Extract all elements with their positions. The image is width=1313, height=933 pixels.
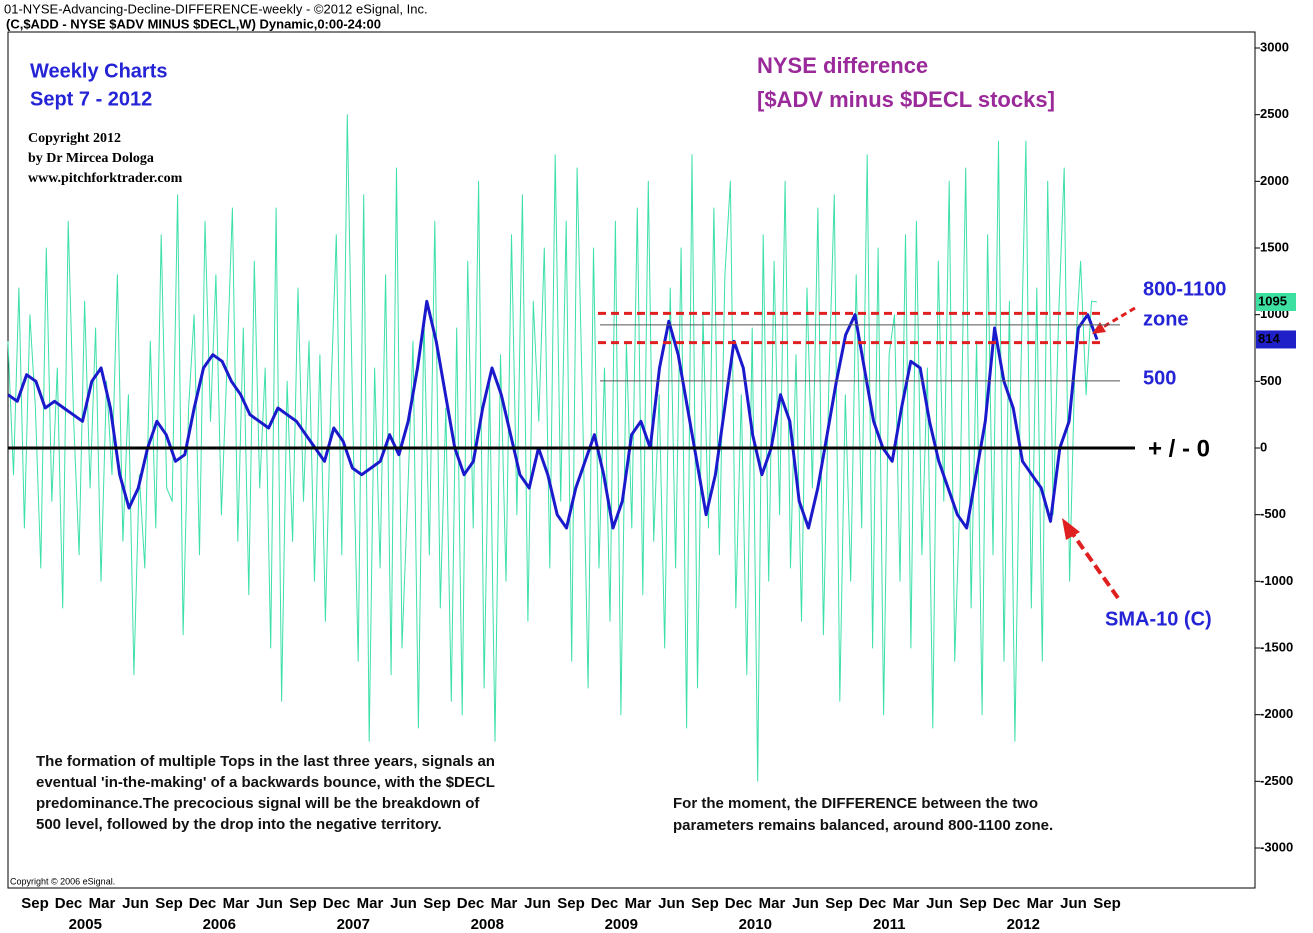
x-tick-label: Mar [893, 895, 920, 912]
x-tick-label: Dec [55, 895, 83, 912]
last-value-label: 814 [1258, 331, 1280, 346]
x-tick-label: Jun [926, 895, 953, 912]
note: parameters remains balanced, around 800-… [673, 817, 1053, 834]
y-tick-label: 1500 [1260, 239, 1289, 254]
note: predominance.The precocious signal will … [36, 795, 480, 812]
x-tick-label: Dec [457, 895, 485, 912]
x-tick-label: Mar [223, 895, 250, 912]
x-tick-label: Mar [625, 895, 652, 912]
y-tick-label: 2000 [1260, 173, 1289, 188]
y-tick-label: 3000 [1260, 39, 1289, 54]
arrow-head [1092, 322, 1106, 334]
annotation: SMA-10 (C) [1105, 608, 1212, 630]
subtitle: [$ADV minus $DECL stocks] [757, 87, 1055, 112]
x-tick-label: Sep [1093, 895, 1121, 912]
y-tick-label: -3000 [1260, 839, 1293, 854]
year-label: 2006 [203, 916, 236, 933]
x-tick-label: Dec [189, 895, 217, 912]
y-tick-label: 2500 [1260, 106, 1289, 121]
y-tick-label: -1000 [1260, 573, 1293, 588]
annotation: 500 [1143, 367, 1176, 389]
x-tick-label: Sep [21, 895, 49, 912]
x-tick-label: Sep [289, 895, 317, 912]
year-label: 2009 [605, 916, 638, 933]
year-label: 2012 [1007, 916, 1040, 933]
y-tick-label: -2000 [1260, 706, 1293, 721]
x-tick-label: Dec [993, 895, 1021, 912]
title: Sept 7 - 2012 [30, 88, 152, 110]
y-tick-label: 500 [1260, 373, 1282, 388]
x-tick-label: Sep [155, 895, 183, 912]
subheader: (C,$ADD - NYSE $ADV MINUS $DECL,W) Dynam… [6, 16, 381, 31]
x-tick-label: Jun [1060, 895, 1087, 912]
x-tick-label: Mar [759, 895, 786, 912]
y-tick-label: 0 [1260, 439, 1267, 454]
x-tick-label: Jun [524, 895, 551, 912]
x-tick-label: Jun [390, 895, 417, 912]
year-label: 2008 [471, 916, 504, 933]
arrow-head [1062, 518, 1080, 540]
note: 500 level, followed by the drop into the… [36, 816, 442, 833]
annotation: zone [1143, 308, 1189, 330]
plot [7, 114, 1099, 782]
last-value-tag [1256, 330, 1296, 349]
header: 01-NYSE-Advancing-Decline-DIFFERENCE-wee… [4, 1, 428, 16]
y-tick-label: -500 [1260, 506, 1286, 521]
x-tick-label: Dec [725, 895, 753, 912]
year-label: 2011 [873, 916, 906, 933]
data-line [7, 299, 1099, 530]
x-tick-label: Mar [89, 895, 116, 912]
x-tick-label: Mar [1027, 895, 1054, 912]
title: Weekly Charts [30, 60, 167, 82]
last-value-tag [1256, 293, 1296, 311]
y-tick-label: -1500 [1260, 639, 1293, 654]
x-tick-label: Sep [959, 895, 987, 912]
x-tick-label: Jun [658, 895, 685, 912]
note: For the moment, the DIFFERENCE between t… [673, 795, 1038, 812]
x-tick-label: Sep [691, 895, 719, 912]
annotation: + / - 0 [1148, 435, 1210, 462]
x-tick-label: Dec [859, 895, 887, 912]
x-tick-label: Sep [557, 895, 585, 912]
arrow [1068, 528, 1120, 600]
x-tick-label: Jun [256, 895, 283, 912]
x-tick-label: Sep [423, 895, 451, 912]
year-label: 2005 [69, 916, 102, 933]
x-tick-label: Jun [122, 895, 149, 912]
copyright: www.pitchforktrader.com [28, 171, 183, 186]
plot-frame [7, 31, 1256, 889]
x-tick-label: Jun [792, 895, 819, 912]
x-tick-label: Dec [591, 895, 619, 912]
note: eventual 'in-the-making' of a backwards … [36, 774, 495, 791]
x-tick-label: Mar [491, 895, 518, 912]
year-label: 2007 [337, 916, 370, 933]
arrow [1097, 306, 1136, 332]
subtitle: NYSE difference [757, 53, 928, 78]
x-tick-label: Dec [323, 895, 351, 912]
data-line [7, 114, 1098, 782]
annotation: 800-1100 [1143, 278, 1226, 300]
y-tick-label: -2500 [1260, 773, 1293, 788]
copyright: by Dr Mircea Dologa [28, 151, 154, 166]
year-label: 2010 [739, 916, 772, 933]
last-value-label: 1095 [1258, 293, 1287, 308]
x-tick-label: Sep [825, 895, 853, 912]
copyright: Copyright 2012 [28, 131, 121, 146]
note: The formation of multiple Tops in the la… [36, 753, 495, 770]
esignal-copyright: Copyright © 2006 eSignal. [10, 876, 115, 886]
x-tick-label: Mar [357, 895, 384, 912]
